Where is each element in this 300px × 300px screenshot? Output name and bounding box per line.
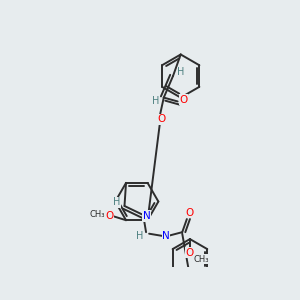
Text: CH₃: CH₃ (194, 255, 209, 264)
Text: H: H (113, 197, 121, 207)
Text: O: O (180, 95, 188, 105)
Text: O: O (105, 212, 113, 221)
Text: O: O (186, 208, 194, 218)
Text: H: H (177, 67, 184, 77)
Text: H: H (136, 231, 144, 241)
Text: CH₃: CH₃ (89, 210, 104, 219)
Text: N: N (162, 231, 170, 241)
Text: O: O (186, 248, 194, 258)
Text: N: N (143, 211, 151, 221)
Text: H: H (152, 96, 160, 106)
Text: O: O (157, 114, 166, 124)
